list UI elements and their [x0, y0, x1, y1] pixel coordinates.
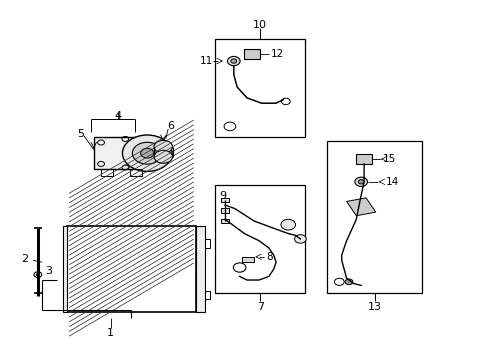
Text: 8: 8: [266, 252, 272, 262]
Ellipse shape: [154, 140, 172, 153]
Circle shape: [345, 279, 352, 285]
Circle shape: [354, 177, 367, 186]
Text: 1: 1: [107, 328, 114, 338]
Bar: [130, 169, 142, 176]
Bar: [242, 257, 254, 262]
Circle shape: [122, 135, 172, 171]
Bar: [221, 198, 228, 202]
Bar: [101, 169, 113, 176]
Circle shape: [281, 219, 295, 230]
Bar: [204, 239, 210, 248]
Bar: [221, 208, 228, 212]
Circle shape: [34, 272, 41, 278]
Text: 12: 12: [271, 49, 284, 59]
Bar: [221, 219, 228, 223]
Bar: [204, 291, 210, 299]
Circle shape: [358, 180, 364, 184]
Text: 15: 15: [382, 154, 395, 164]
Bar: [63, 226, 67, 312]
Text: 11: 11: [199, 56, 212, 66]
Bar: [67, 226, 196, 312]
Text: 9: 9: [219, 191, 226, 201]
Circle shape: [141, 148, 154, 158]
Text: 7: 7: [256, 302, 264, 312]
Text: 14: 14: [385, 177, 398, 187]
Bar: [244, 49, 260, 59]
Circle shape: [230, 59, 236, 63]
Text: 5: 5: [77, 129, 84, 139]
Bar: [356, 154, 371, 164]
Circle shape: [294, 235, 305, 243]
Text: 2: 2: [20, 253, 28, 264]
Ellipse shape: [154, 150, 172, 163]
Text: 3: 3: [45, 266, 52, 276]
Text: 4: 4: [114, 111, 122, 121]
Text: 6: 6: [167, 121, 174, 131]
Circle shape: [36, 274, 39, 276]
Text: 13: 13: [367, 302, 381, 312]
Circle shape: [132, 142, 162, 164]
Text: 10: 10: [253, 19, 267, 30]
Circle shape: [227, 57, 240, 66]
Polygon shape: [346, 198, 375, 216]
Bar: [215, 39, 305, 137]
Bar: [326, 141, 421, 293]
Bar: [94, 137, 157, 169]
Bar: [215, 185, 305, 293]
Bar: [196, 226, 204, 312]
